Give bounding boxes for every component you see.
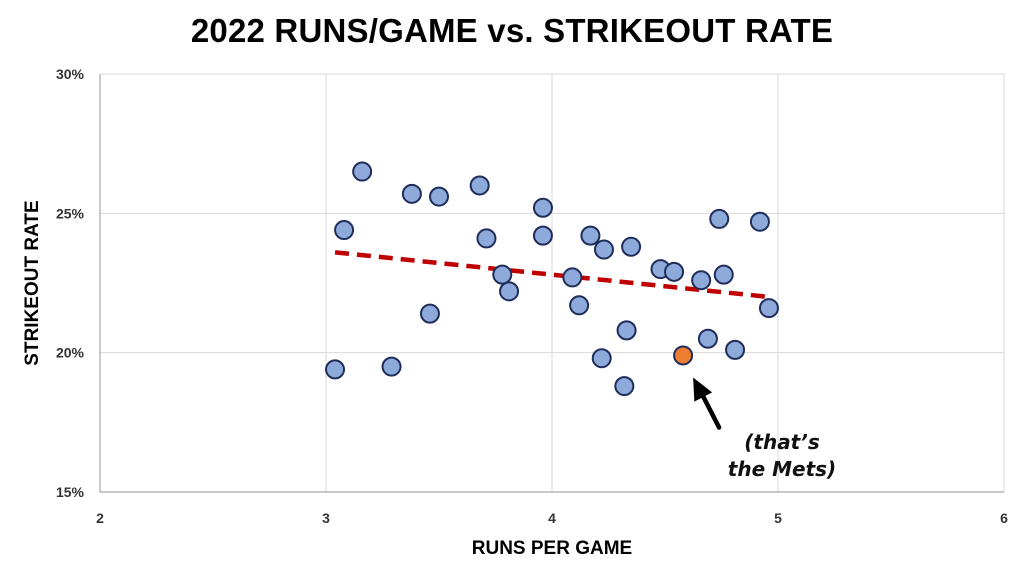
data-point bbox=[713, 264, 734, 285]
y-tick-label: 20% bbox=[56, 345, 85, 361]
data-point bbox=[569, 295, 590, 316]
data-point bbox=[352, 161, 373, 182]
data-point bbox=[562, 267, 583, 288]
data-point bbox=[469, 175, 490, 196]
data-point bbox=[664, 261, 685, 282]
data-point bbox=[532, 197, 553, 218]
x-tick-label: 3 bbox=[322, 510, 330, 526]
data-point bbox=[476, 228, 497, 249]
annotation-text: (that’s bbox=[744, 430, 820, 454]
x-tick-label: 5 bbox=[774, 510, 782, 526]
data-point bbox=[492, 264, 513, 285]
data-point bbox=[334, 220, 355, 241]
data-point bbox=[499, 281, 520, 302]
data-point bbox=[614, 376, 635, 397]
data-point bbox=[758, 298, 779, 319]
axis-layer bbox=[99, 74, 1004, 493]
data-point bbox=[401, 183, 422, 204]
y-tick-label: 30% bbox=[56, 66, 85, 82]
data-points bbox=[325, 161, 779, 397]
grid-layer bbox=[100, 73, 1005, 492]
data-point bbox=[593, 239, 614, 260]
data-point bbox=[725, 339, 746, 360]
annotation-text: the Mets) bbox=[728, 457, 836, 481]
data-point bbox=[749, 211, 770, 232]
data-point bbox=[419, 303, 440, 324]
annotation-layer: (that’s the Mets) bbox=[693, 377, 836, 481]
trendline-layer bbox=[334, 250, 770, 300]
trendline bbox=[334, 250, 770, 300]
tick-labels: 2 3 4 5 6 15% 20% 25% 30% bbox=[56, 66, 1008, 526]
y-axis-label: STRIKEOUT RATE bbox=[22, 200, 43, 365]
highlight-point bbox=[673, 345, 694, 366]
data-point bbox=[580, 225, 601, 246]
data-point bbox=[591, 348, 612, 369]
chart-title: 2022 RUNS/GAME vs. STRIKEOUT RATE bbox=[190, 12, 834, 49]
data-point bbox=[691, 270, 712, 291]
y-tick-label: 15% bbox=[56, 484, 85, 500]
x-tick-label: 2 bbox=[96, 510, 104, 526]
x-tick-label: 6 bbox=[1000, 510, 1008, 526]
x-tick-label: 4 bbox=[548, 510, 556, 526]
data-point bbox=[532, 225, 553, 246]
data-point bbox=[325, 359, 346, 380]
data-point bbox=[697, 328, 718, 349]
data-point bbox=[429, 186, 449, 207]
data-point bbox=[381, 356, 402, 377]
data-point bbox=[616, 320, 637, 341]
x-axis-label: RUNS PER GAME bbox=[472, 538, 632, 559]
y-tick-label: 25% bbox=[56, 205, 85, 221]
data-point bbox=[621, 236, 642, 257]
data-point bbox=[709, 208, 730, 229]
annotation-arrowhead bbox=[693, 377, 713, 402]
